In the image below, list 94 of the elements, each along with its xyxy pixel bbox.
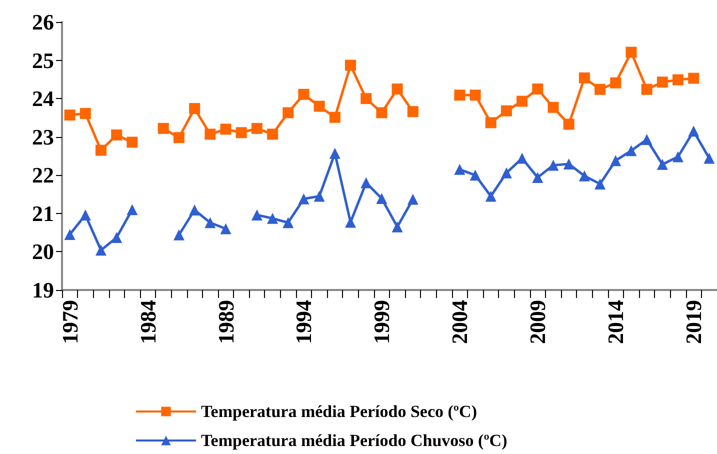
point — [126, 136, 138, 148]
point — [548, 102, 559, 113]
point — [267, 212, 278, 224]
point — [688, 72, 700, 84]
point — [64, 228, 76, 240]
point — [454, 164, 466, 175]
point — [126, 204, 138, 216]
point — [470, 90, 481, 101]
point — [516, 96, 528, 107]
y-tick-label: 22 — [32, 162, 54, 188]
point — [111, 129, 122, 140]
point — [578, 72, 590, 84]
point — [376, 192, 388, 204]
point — [563, 118, 574, 130]
point — [610, 77, 622, 88]
point — [500, 167, 512, 178]
point — [407, 194, 418, 205]
point — [594, 178, 606, 190]
point — [563, 158, 574, 170]
point — [672, 151, 684, 162]
point — [345, 216, 356, 228]
point — [64, 110, 76, 121]
point — [407, 106, 418, 118]
x-tick-label: 2004 — [447, 300, 472, 344]
y-tick-label: 19 — [32, 278, 54, 302]
point — [80, 209, 91, 220]
x-tick-label: 1999 — [369, 300, 394, 344]
point — [610, 155, 622, 166]
point — [345, 60, 356, 71]
x-tick-label: 1994 — [291, 300, 316, 344]
point — [656, 158, 668, 170]
point — [329, 148, 340, 159]
point — [704, 152, 715, 164]
point — [641, 134, 652, 146]
point — [454, 90, 466, 101]
point — [500, 105, 512, 116]
legend-label: Temperatura média Período Chuvoso (ºC) — [201, 431, 508, 450]
point — [376, 107, 388, 118]
legend-label: Temperatura média Período Seco (ºC) — [201, 402, 477, 421]
point — [251, 122, 262, 134]
point — [392, 84, 403, 94]
point — [158, 122, 169, 134]
point — [329, 112, 340, 123]
point — [314, 190, 325, 202]
point — [267, 128, 278, 140]
point — [656, 76, 668, 88]
x-tick-label: 2014 — [603, 300, 628, 344]
point — [204, 128, 216, 140]
point — [173, 132, 184, 144]
y-tick-label: 23 — [32, 124, 54, 150]
point — [641, 84, 652, 95]
y-tick-label: 24 — [32, 86, 54, 112]
point — [173, 229, 184, 240]
x-tick-label: 1979 — [57, 300, 82, 344]
y-tick-label: 20 — [32, 239, 54, 264]
point — [220, 124, 232, 135]
point — [516, 152, 528, 164]
point — [251, 209, 262, 220]
point — [95, 144, 106, 156]
x-tick-label: 2019 — [681, 300, 706, 344]
y-tick-label: 21 — [32, 200, 54, 226]
point — [688, 126, 700, 137]
point — [80, 108, 91, 120]
point — [204, 217, 216, 228]
point — [532, 172, 544, 183]
point — [220, 223, 232, 234]
point — [314, 100, 325, 112]
point — [298, 88, 310, 100]
x-tick-label: 1984 — [135, 300, 160, 344]
point — [548, 160, 559, 171]
point — [236, 127, 247, 138]
point — [672, 74, 684, 86]
y-tick-label: 26 — [32, 10, 54, 34]
y-tick-label: 25 — [32, 48, 54, 73]
point — [189, 103, 200, 114]
point — [282, 107, 294, 118]
point — [298, 193, 310, 204]
point — [282, 217, 294, 228]
point — [578, 170, 590, 182]
x-tick-label: 2009 — [525, 300, 550, 344]
point — [360, 93, 372, 104]
point — [626, 46, 637, 58]
point — [626, 145, 637, 156]
point — [594, 84, 606, 95]
point — [470, 170, 481, 181]
point — [485, 117, 496, 128]
point — [392, 221, 403, 232]
point — [111, 232, 122, 244]
point — [485, 190, 496, 202]
x-tick-label: 1989 — [213, 300, 238, 344]
point — [360, 177, 372, 188]
point — [532, 84, 544, 94]
point — [189, 204, 200, 216]
point — [95, 244, 106, 256]
